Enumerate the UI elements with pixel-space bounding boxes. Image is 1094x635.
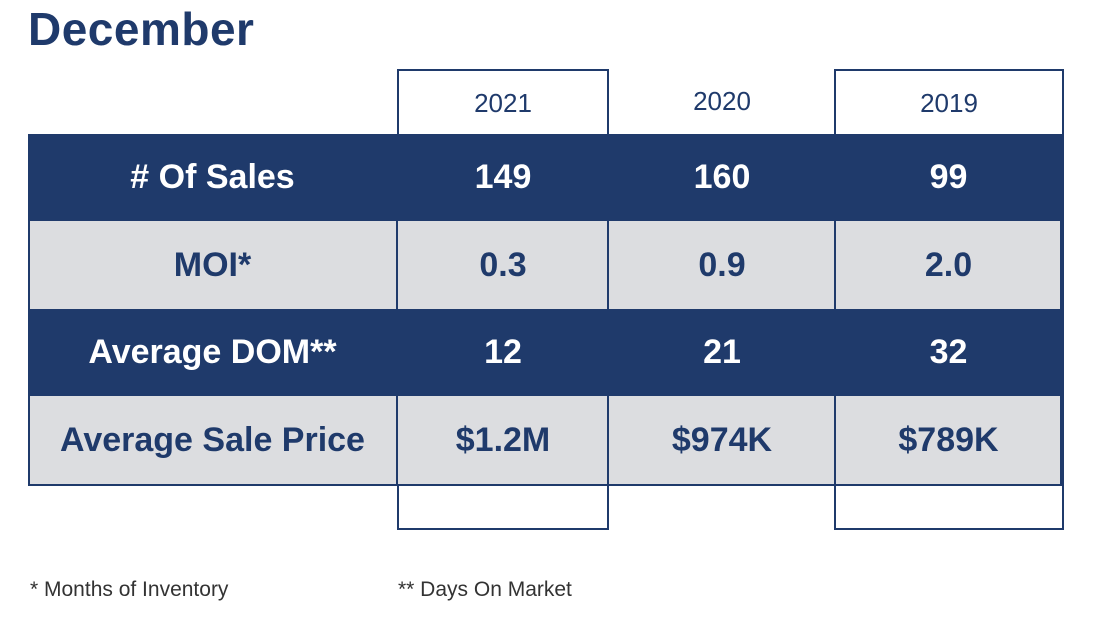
row-label-sales: # Of Sales bbox=[130, 158, 295, 196]
table-row-price: Average Sale Price $1.2M $974K $789K bbox=[28, 396, 1062, 484]
cell-price-2019: $789K bbox=[898, 420, 999, 459]
cell-dom-2021: 12 bbox=[484, 333, 522, 371]
page-title: December bbox=[28, 3, 255, 55]
grid-line bbox=[607, 134, 609, 486]
cell-sales-2021: 149 bbox=[474, 158, 532, 196]
cell-moi-2019: 2.0 bbox=[924, 245, 973, 284]
grid-line bbox=[28, 484, 1062, 486]
cell-sales-2020: 160 bbox=[693, 158, 751, 196]
table-row-sales: # Of Sales 149 160 99 bbox=[28, 134, 1062, 221]
column-header-2019: 2019 bbox=[920, 87, 978, 118]
table-row-moi: MOI* 0.3 0.9 2.0 bbox=[28, 221, 1062, 309]
row-label-price: Average Sale Price bbox=[60, 420, 365, 459]
column-header-2020: 2020 bbox=[693, 85, 751, 116]
table-row-dom: Average DOM** 12 21 32 bbox=[28, 309, 1062, 396]
row-label-moi: MOI* bbox=[173, 245, 252, 284]
footnote-dom: ** Days On Market bbox=[398, 578, 572, 601]
cell-sales-2019: 99 bbox=[929, 158, 968, 196]
grid-line bbox=[396, 134, 398, 486]
cell-price-2021: $1.2M bbox=[455, 420, 551, 459]
cell-price-2020: $974K bbox=[671, 420, 773, 459]
footnote-moi: * Months of Inventory bbox=[30, 578, 229, 601]
cell-dom-2020: 21 bbox=[703, 333, 741, 371]
grid-line bbox=[1060, 134, 1062, 486]
row-label-dom: Average DOM** bbox=[88, 333, 337, 371]
column-header-2021: 2021 bbox=[474, 87, 532, 118]
grid-line bbox=[834, 134, 836, 486]
cell-dom-2019: 32 bbox=[929, 333, 968, 371]
grid-line bbox=[28, 134, 30, 486]
cell-moi-2021: 0.3 bbox=[479, 245, 527, 284]
cell-moi-2020: 0.9 bbox=[698, 245, 746, 284]
